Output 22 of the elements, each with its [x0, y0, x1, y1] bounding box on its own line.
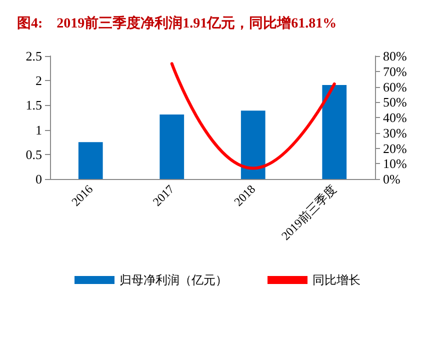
y2-tick-label: 40% — [383, 110, 407, 125]
y-tick-label: 1.5 — [26, 98, 42, 113]
legend-label: 同比增长 — [312, 273, 360, 287]
bar — [78, 142, 103, 179]
y-tick-label: 2.5 — [26, 48, 42, 64]
legend-label: 归母净利润（亿元） — [120, 273, 228, 287]
y-tick-label: 0.5 — [26, 146, 42, 162]
y2-tick-label: 10% — [383, 156, 407, 172]
y2-tick-label: 30% — [383, 125, 407, 140]
y2-tick-label: 50% — [383, 94, 407, 110]
bar — [160, 114, 184, 179]
y-tick-label: 0 — [36, 172, 42, 186]
bar — [240, 110, 266, 179]
y2-tick-label: 60% — [383, 79, 407, 94]
y2-tick-label: 20% — [383, 140, 407, 156]
y2-tick-label: 80% — [383, 48, 407, 64]
y-tick-label: 2 — [36, 73, 42, 88]
bar — [322, 85, 347, 179]
chart-title: 图4: 2019前三季度净利润1.91亿元，同比增61.81% — [17, 14, 337, 32]
y2-tick-label: 0% — [383, 172, 400, 186]
y2-tick-label: 70% — [383, 64, 407, 79]
y-tick-label: 1 — [36, 122, 42, 138]
